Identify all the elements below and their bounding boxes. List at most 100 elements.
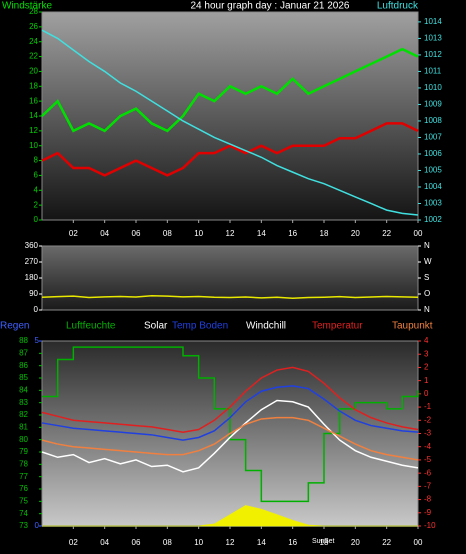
x-tick-label: 12 [226, 229, 235, 238]
y3-tick-label: 0 [35, 521, 40, 530]
x-tick-label: 00 [414, 538, 423, 547]
legend-label: Regen [0, 321, 29, 332]
y2-tick-label: 1004 [424, 182, 442, 191]
series-line [41, 29, 419, 216]
y2-tick-label: 1010 [424, 83, 442, 92]
y-tick-label: 87 [19, 348, 28, 357]
y2-tick-label: N [424, 305, 430, 314]
y-tick-label: 270 [25, 257, 39, 266]
y-tick-label: 80 [19, 435, 28, 444]
y2-tick-label: 1012 [424, 50, 442, 59]
y-tick-label: 360 [25, 241, 39, 250]
y2-tick-label: O [424, 289, 430, 298]
legend-label: Luftfeuchte [66, 321, 116, 332]
y-tick-label: 10 [29, 141, 38, 150]
y2-tick-label: 0 [424, 389, 429, 398]
y2-tick-label: 1007 [424, 133, 442, 142]
y-tick-label: 0 [34, 305, 39, 314]
y-tick-label: 86 [19, 361, 28, 370]
y2-tick-label: 1011 [424, 67, 442, 76]
y2-tick-label: -8 [424, 495, 432, 504]
y-tick-label: 0 [34, 215, 39, 224]
x-tick-label: 16 [288, 229, 297, 238]
x-tick-label: 00 [414, 229, 423, 238]
series-line [41, 416, 419, 461]
y-tick-label: 24 [29, 37, 38, 46]
y2-tick-label: 1008 [424, 116, 442, 125]
x-tick-label: 12 [226, 538, 235, 547]
y-tick-label: 73 [19, 521, 28, 530]
x-tick-label: 02 [69, 229, 78, 238]
y2-tick-label: 1009 [424, 100, 442, 109]
y-tick-label: 90 [29, 289, 38, 298]
y2-tick-label: 1013 [424, 34, 442, 43]
x-tick-label: 14 [257, 538, 266, 547]
legend-label: Taupunkt [392, 321, 433, 332]
y2-tick-label: -9 [424, 508, 432, 517]
x-tick-label: 06 [132, 538, 141, 547]
y-tick-label: 4 [34, 185, 39, 194]
y-tick-label: 85 [19, 373, 28, 382]
y2-tick-label: 4 [424, 336, 429, 345]
x-tick-label: 06 [132, 229, 141, 238]
y-tick-label: 88 [19, 336, 28, 345]
x-tick-label: 18 [320, 229, 329, 238]
y2-tick-label: -7 [424, 481, 432, 490]
y-tick-label: 18 [29, 81, 38, 90]
y2-tick-label: 1014 [424, 17, 442, 26]
y2-tick-label: N [424, 241, 430, 250]
y2-tick-label: S [424, 273, 429, 282]
y3-tick-label: 5 [35, 336, 40, 345]
y2-tick-label: 1 [424, 376, 429, 385]
series-line [42, 346, 419, 503]
series-area [42, 505, 418, 527]
y2-tick-label: 1002 [424, 215, 442, 224]
y-tick-label: 79 [19, 447, 28, 456]
y-tick-label: 83 [19, 398, 28, 407]
legend-label: Solar [144, 321, 168, 332]
plot-area [41, 245, 419, 311]
y-tick-label: 74 [19, 509, 28, 518]
x-tick-label: 02 [69, 538, 78, 547]
plot-area [41, 11, 419, 221]
y-tick-label: 75 [19, 496, 28, 505]
y-tick-label: 78 [19, 459, 28, 468]
y2-tick-label: 1003 [424, 199, 442, 208]
x-tick-label: 14 [257, 229, 266, 238]
x-tick-label: 10 [194, 538, 203, 547]
y-tick-label: 2 [34, 200, 39, 209]
y-tick-label: 76 [19, 484, 28, 493]
y-tick-label: 8 [34, 156, 39, 165]
x-tick-label: 10 [194, 229, 203, 238]
series-line [41, 295, 419, 300]
y2-tick-label: W [424, 257, 432, 266]
y2-tick-label: -2 [424, 415, 432, 424]
series-line [41, 47, 419, 133]
y-tick-label: 16 [29, 96, 38, 105]
annotation: Sun [312, 538, 325, 545]
chart-title: 24 hour graph day : Januar 21 2026 [190, 1, 349, 12]
series-line [41, 385, 419, 441]
y2-tick-label: -5 [424, 455, 432, 464]
y-tick-label: 12 [29, 126, 38, 135]
x-tick-label: 04 [100, 229, 109, 238]
y2-tick-label: -10 [424, 521, 436, 530]
y2-tick-label: 3 [424, 349, 429, 358]
y2-tick-label: -1 [424, 402, 432, 411]
y-tick-label: 26 [29, 22, 38, 31]
y-tick-label: 22 [29, 52, 38, 61]
annotation: Set [324, 538, 335, 545]
legend-label: Temp Boden [172, 321, 228, 332]
y2-tick-label: -3 [424, 429, 432, 438]
y-tick-label: 14 [29, 111, 38, 120]
legend-label: Temperatur [312, 321, 363, 332]
y2-tick-label: -4 [424, 442, 432, 451]
x-tick-label: 20 [351, 229, 360, 238]
y-axis-title: Windstärke [2, 1, 52, 12]
x-tick-label: 16 [288, 538, 297, 547]
x-tick-label: 20 [351, 538, 360, 547]
y-tick-label: 20 [29, 67, 38, 76]
series-line [41, 366, 419, 433]
y-tick-label: 77 [19, 472, 28, 481]
